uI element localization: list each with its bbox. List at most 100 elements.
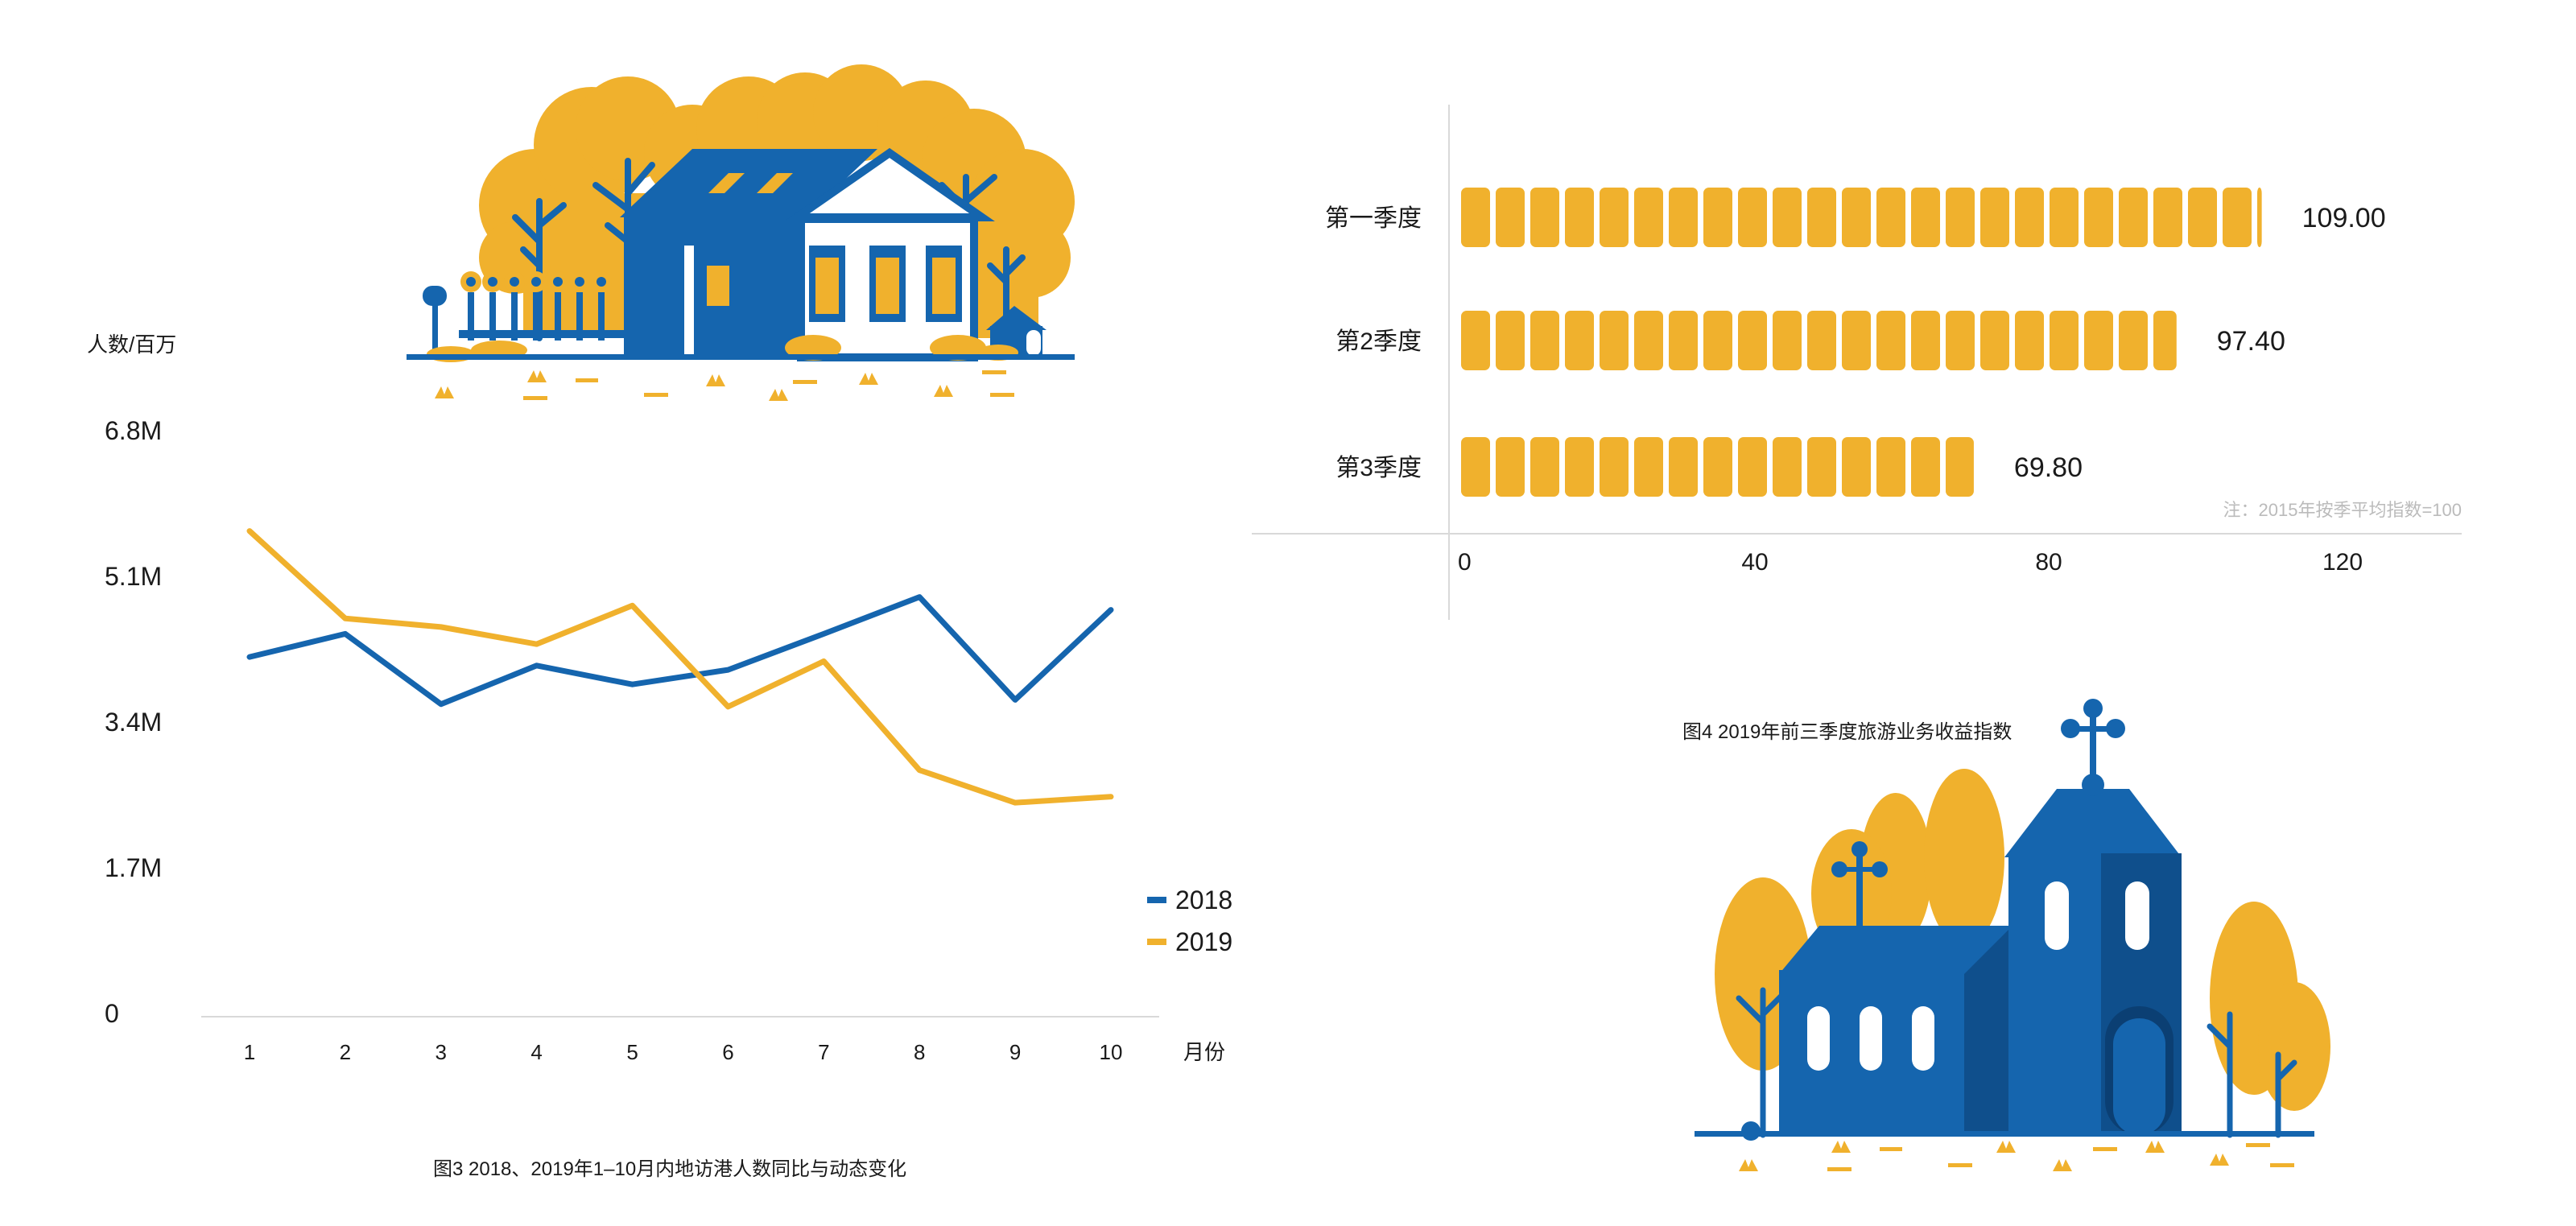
bar-segment — [1703, 311, 1732, 370]
y-tick-label: 6.8M — [105, 416, 162, 445]
bar-segment — [1842, 437, 1871, 497]
bar-segment — [1461, 311, 1490, 370]
bars — [1461, 188, 2262, 497]
bar-segment — [1496, 188, 1525, 247]
bar-segment — [2015, 188, 2044, 247]
bar-segment — [1703, 437, 1732, 497]
bar-segment — [2153, 188, 2182, 247]
bar-segment — [1911, 311, 1940, 370]
bar-segment — [1876, 311, 1905, 370]
bar-segment — [2084, 188, 2113, 247]
figure-caption-4: 图4 2019年前三季度旅游业务收益指数 — [1682, 721, 2012, 743]
legend-swatch — [1147, 897, 1166, 903]
legend-label: 2019 — [1175, 927, 1232, 956]
bar-segment — [1496, 437, 1525, 497]
bar-segment — [1634, 311, 1663, 370]
house-illustration — [407, 64, 1075, 401]
bar-segment — [2223, 188, 2252, 247]
bar-segment — [1980, 311, 2009, 370]
bar-segment — [2153, 311, 2177, 370]
bar-segment — [1911, 188, 1940, 247]
bar-segment — [1946, 311, 1975, 370]
bar-segment — [1669, 437, 1698, 497]
bar-segment — [2119, 188, 2148, 247]
value-label: 97.40 — [2217, 326, 2285, 357]
church-illustration — [1695, 699, 2330, 1171]
bar-segment — [1530, 437, 1559, 497]
bar-segment — [1600, 311, 1629, 370]
bar-segment — [1911, 437, 1940, 497]
bar-segment — [1565, 311, 1594, 370]
bar-segment — [1530, 311, 1559, 370]
bar-segment — [1600, 437, 1629, 497]
y-axis-title: 人数/百万 — [87, 332, 176, 357]
line-series — [246, 528, 1114, 806]
x-tick-label: 1 — [244, 1040, 255, 1064]
bar-segment — [1669, 188, 1698, 247]
bar-segment — [1773, 437, 1802, 497]
bar — [1461, 311, 2177, 370]
line-chart: 人数/百万 0 1.7M 3.4M 5.1M 6.8M 1 2 3 4 5 6 7 8 9 10 月份 2… — [87, 332, 1232, 1180]
bar-segment — [1876, 437, 1905, 497]
bar-segment — [1634, 188, 1663, 247]
bar-segment — [1565, 437, 1594, 497]
figure-caption-3: 图3 2018、2019年1–10月内地访港人数同比与动态变化 — [433, 1158, 906, 1180]
x-tick-labels: 0 40 80 120 — [1458, 549, 2363, 576]
x-tick-label: 8 — [914, 1040, 925, 1064]
category-label: 第一季度 — [1325, 205, 1422, 232]
x-tick-label: 120 — [2322, 549, 2363, 576]
value-labels: 109.00 97.40 69.80 — [2014, 203, 2386, 483]
value-label: 109.00 — [2302, 203, 2386, 233]
x-tick-label: 9 — [1009, 1040, 1021, 1064]
bar-segment — [1946, 188, 1975, 247]
y-tick-label: 0 — [105, 999, 119, 1028]
bar-segment — [2050, 188, 2079, 247]
x-tick-label: 3 — [436, 1040, 447, 1064]
x-axis-title: 月份 — [1183, 1040, 1225, 1064]
bar-segment — [2050, 311, 2079, 370]
bar-segment — [1842, 188, 1871, 247]
bar-segment — [1773, 311, 1802, 370]
bar-segment — [1600, 188, 1629, 247]
bar-segment — [2015, 311, 2044, 370]
bar-segment — [1496, 311, 1525, 370]
x-tick-label: 0 — [1458, 549, 1472, 576]
series-line-2019 — [246, 528, 1114, 806]
series-line-2018 — [246, 594, 1114, 708]
bar-segment — [1946, 437, 1974, 497]
bar-segment — [1842, 311, 1871, 370]
legend-label: 2018 — [1175, 885, 1232, 914]
bar-segment — [2119, 311, 2148, 370]
legend-swatch — [1147, 939, 1166, 945]
value-label: 69.80 — [2014, 452, 2083, 483]
x-tick-label: 7 — [818, 1040, 829, 1064]
bar-segment — [2188, 188, 2217, 247]
bar-segment — [1530, 188, 1559, 247]
bar-segment — [1773, 188, 1802, 247]
y-tick-labels: 0 1.7M 3.4M 5.1M 6.8M — [105, 416, 162, 1028]
bar-segment — [1703, 188, 1732, 247]
x-tick-label: 5 — [626, 1040, 638, 1064]
category-label: 第2季度 — [1335, 328, 1422, 355]
x-tick-label: 2 — [340, 1040, 351, 1064]
bar-segment — [1738, 311, 1767, 370]
bar-segment — [1669, 311, 1698, 370]
bar-segment — [2084, 311, 2113, 370]
legend: 2018 2019 — [1147, 885, 1232, 956]
bar — [1461, 437, 1974, 497]
x-tick-label: 6 — [722, 1040, 733, 1064]
x-tick-label: 80 — [2035, 549, 2062, 576]
chart-note: 注：2015年按季平均指数=100 — [2223, 500, 2462, 520]
y-tick-label: 5.1M — [105, 562, 162, 591]
x-tick-label: 10 — [1100, 1040, 1123, 1064]
x-tick-label: 40 — [1741, 549, 1768, 576]
x-tick-label: 4 — [530, 1040, 542, 1064]
bar-segment — [1980, 188, 2009, 247]
bar-segment — [1807, 188, 1836, 247]
bar-segment — [1807, 311, 1836, 370]
bar — [1461, 188, 2262, 247]
y-tick-label: 3.4M — [105, 708, 162, 737]
bar-segment — [2257, 188, 2262, 247]
